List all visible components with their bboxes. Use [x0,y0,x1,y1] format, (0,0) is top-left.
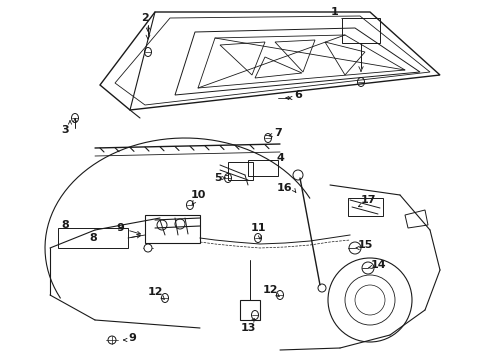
Text: 9: 9 [116,223,123,233]
Bar [341,18,379,43]
Bar [347,198,382,216]
Text: 7: 7 [274,128,281,138]
Text: 3: 3 [61,125,69,135]
Text: 12: 12 [262,285,277,295]
Bar [227,162,252,180]
Text: 11: 11 [250,223,265,233]
Circle shape [143,244,152,252]
Bar [240,300,260,320]
Bar [247,160,278,176]
Text: 9: 9 [128,333,136,343]
Circle shape [108,336,116,344]
Text: 5: 5 [214,173,222,183]
Text: 1: 1 [330,7,338,17]
Bar [58,228,128,248]
Text: 15: 15 [357,240,372,250]
Text: 8: 8 [61,220,69,230]
Text: 17: 17 [360,195,375,205]
Text: 8: 8 [89,233,97,243]
Text: 4: 4 [276,153,284,163]
Text: 12: 12 [147,287,163,297]
Text: 13: 13 [240,323,255,333]
Text: 16: 16 [277,183,292,193]
Text: 14: 14 [369,260,385,270]
Text: 6: 6 [293,90,301,100]
Text: 10: 10 [190,190,205,200]
Bar [145,215,200,243]
Text: 2: 2 [141,13,148,23]
